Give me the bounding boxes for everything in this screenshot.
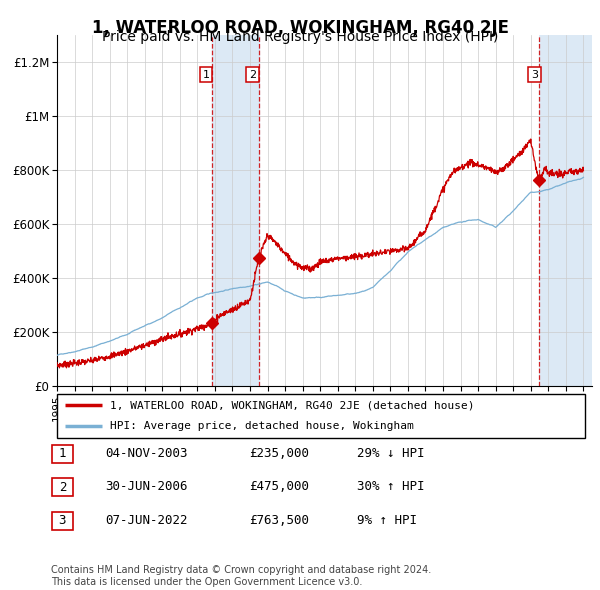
Text: 9% ↑ HPI: 9% ↑ HPI [357, 514, 417, 527]
Text: Price paid vs. HM Land Registry's House Price Index (HPI): Price paid vs. HM Land Registry's House … [102, 30, 498, 44]
Text: 30% ↑ HPI: 30% ↑ HPI [357, 480, 425, 493]
Bar [212, 35, 259, 386]
Text: HPI: Average price, detached house, Wokingham: HPI: Average price, detached house, Woki… [110, 421, 413, 431]
Text: £475,000: £475,000 [249, 480, 309, 493]
FancyBboxPatch shape [52, 445, 73, 463]
Text: 04-NOV-2003: 04-NOV-2003 [105, 447, 187, 460]
Text: 1, WATERLOO ROAD, WOKINGHAM, RG40 2JE (detached house): 1, WATERLOO ROAD, WOKINGHAM, RG40 2JE (d… [110, 400, 475, 410]
FancyBboxPatch shape [57, 394, 585, 438]
FancyBboxPatch shape [52, 478, 73, 496]
FancyBboxPatch shape [52, 512, 73, 530]
Text: 1: 1 [203, 70, 209, 80]
Text: £235,000: £235,000 [249, 447, 309, 460]
Text: 3: 3 [531, 70, 538, 80]
Text: 07-JUN-2022: 07-JUN-2022 [105, 514, 187, 527]
Bar [539, 35, 592, 386]
Text: 2: 2 [249, 70, 256, 80]
Text: 29% ↓ HPI: 29% ↓ HPI [357, 447, 425, 460]
Text: £763,500: £763,500 [249, 514, 309, 527]
Text: 1, WATERLOO ROAD, WOKINGHAM, RG40 2JE: 1, WATERLOO ROAD, WOKINGHAM, RG40 2JE [91, 19, 509, 37]
Text: 1: 1 [59, 447, 66, 460]
Text: 2: 2 [59, 481, 66, 494]
Text: Contains HM Land Registry data © Crown copyright and database right 2024.
This d: Contains HM Land Registry data © Crown c… [51, 565, 431, 587]
Text: 30-JUN-2006: 30-JUN-2006 [105, 480, 187, 493]
Text: 3: 3 [59, 514, 66, 527]
